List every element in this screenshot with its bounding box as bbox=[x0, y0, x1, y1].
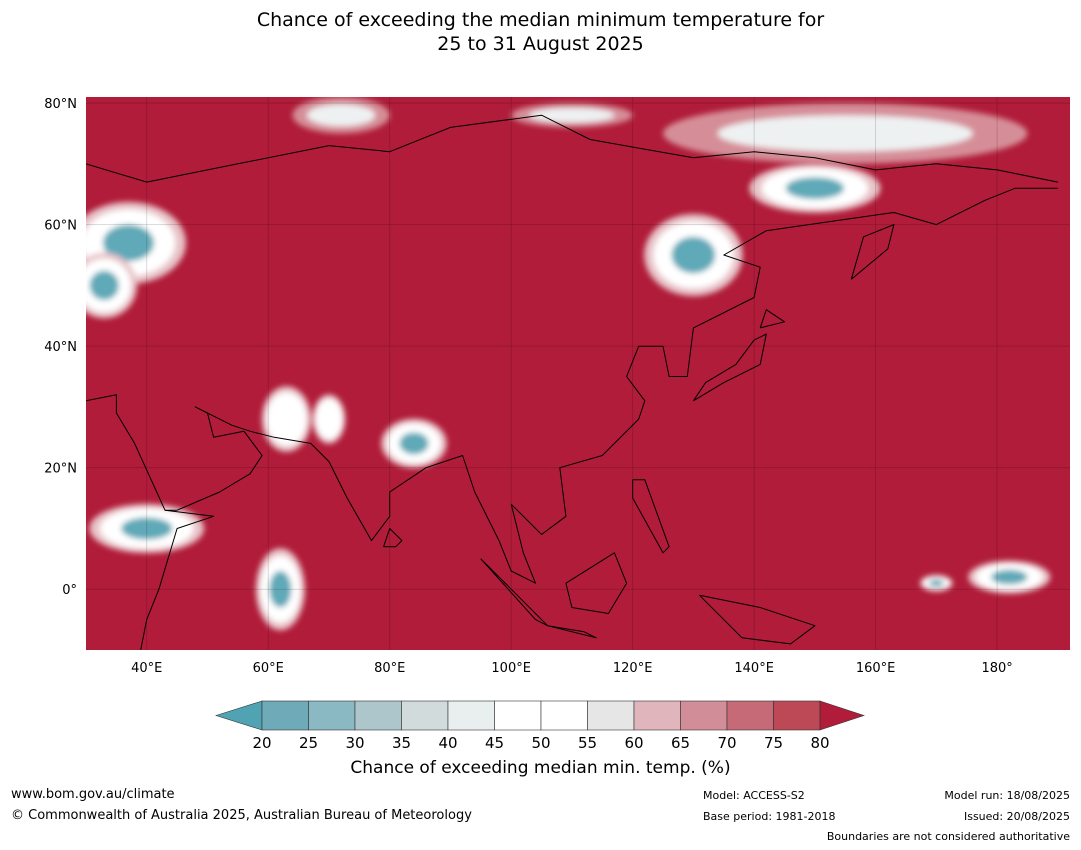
cool-anomaly-region bbox=[103, 224, 155, 262]
colorbar-swatch bbox=[401, 700, 449, 731]
footer-model-run: Model run: 18/08/2025 bbox=[944, 789, 1070, 802]
colorbar-tick-label: 50 bbox=[531, 734, 550, 752]
footer-issued: Issued: 20/08/2025 bbox=[963, 810, 1070, 823]
cool-anomaly-region bbox=[121, 517, 173, 540]
cool-anomaly-region bbox=[785, 177, 845, 200]
coastline bbox=[86, 394, 215, 650]
colorbar-over-arrow bbox=[819, 700, 865, 731]
coastline bbox=[699, 594, 816, 645]
footer-url[interactable]: www.bom.gov.au/climate bbox=[11, 787, 175, 802]
colorbar-tick-label: 75 bbox=[764, 734, 783, 752]
colorbar-tick-label: 35 bbox=[392, 734, 411, 752]
colorbar-tick-label: 30 bbox=[345, 734, 364, 752]
colorbar-tick-label: 55 bbox=[578, 734, 597, 752]
colorbar-tick-label: 65 bbox=[671, 734, 690, 752]
neutral-region bbox=[529, 107, 615, 123]
colorbar-swatch bbox=[354, 700, 402, 731]
cool-anomaly-region bbox=[991, 569, 1028, 585]
neutral-region bbox=[717, 115, 973, 152]
lon-tick-label: 40°E bbox=[131, 661, 162, 676]
lon-tick-label: 140°E bbox=[734, 661, 774, 676]
coastline bbox=[850, 224, 895, 280]
colorbar-swatch bbox=[726, 700, 774, 731]
colorbar-swatch bbox=[494, 700, 542, 731]
lat-tick-labels: 80°N 60°N 40°N 20°N 0° bbox=[44, 97, 77, 598]
colorbar-tick-label: 70 bbox=[717, 734, 736, 752]
colorbar-swatch bbox=[540, 700, 588, 731]
neutral-region bbox=[307, 104, 376, 127]
colorbar-title: Chance of exceeding median min. temp. (%… bbox=[350, 758, 731, 778]
colorbar-swatch bbox=[773, 700, 821, 731]
cool-anomaly-region bbox=[269, 571, 292, 608]
coastline bbox=[547, 625, 597, 639]
coastline bbox=[565, 552, 628, 614]
colorbar: 20 25 30 35 40 45 50 55 60 65 70 75 80 bbox=[215, 700, 865, 752]
coastline bbox=[86, 114, 1058, 183]
colorbar-under-arrow bbox=[215, 700, 263, 731]
coastline bbox=[165, 187, 1058, 584]
lon-tick-label: 120°E bbox=[613, 661, 653, 676]
title-line-2: 25 to 31 August 2025 bbox=[437, 33, 644, 55]
cool-anomaly-region bbox=[929, 579, 944, 587]
colorbar-swatch bbox=[680, 700, 728, 731]
cool-anomaly-region bbox=[89, 270, 119, 300]
colorbar-tick-label: 45 bbox=[485, 734, 504, 752]
colorbar-tick-label: 40 bbox=[438, 734, 457, 752]
lon-tick-label: 160°E bbox=[856, 661, 896, 676]
lat-tick-label: 20°N bbox=[44, 462, 77, 477]
lat-tick-label: 40°N bbox=[44, 340, 77, 355]
colorbar-swatch bbox=[308, 700, 356, 731]
colorbar-tick-label: 20 bbox=[252, 734, 271, 752]
colorbar-swatch bbox=[447, 700, 495, 731]
coastline bbox=[759, 309, 785, 329]
lon-tick-label: 100°E bbox=[491, 661, 531, 676]
colorbar-swatch bbox=[261, 700, 309, 731]
cool-anomaly-region bbox=[671, 236, 716, 274]
neutral-region bbox=[315, 399, 343, 440]
map-background bbox=[86, 97, 1070, 650]
footer-model: Model: ACCESS-S2 bbox=[703, 789, 805, 802]
footer-boundaries: Boundaries are not considered authoritat… bbox=[826, 830, 1070, 843]
coastline bbox=[632, 479, 670, 554]
title-line-1: Chance of exceeding the median minimum t… bbox=[256, 9, 825, 31]
lon-tick-labels: 40°E 60°E 80°E 100°E 120°E 140°E 160°E 180° bbox=[131, 661, 1013, 676]
cool-anomaly-region bbox=[399, 432, 429, 455]
chart-title: Chance of exceeding the median minimum t… bbox=[0, 8, 1081, 56]
footer-copyright: © Commonwealth of Australia 2025, Austra… bbox=[11, 808, 472, 823]
colorbar-swatch bbox=[587, 700, 635, 731]
colorbar-swatch bbox=[633, 700, 681, 731]
map-area[interactable] bbox=[71, 97, 1070, 650]
lat-tick-label: 0° bbox=[62, 583, 77, 598]
lat-tick-label: 80°N bbox=[44, 97, 77, 112]
lat-tick-label: 60°N bbox=[44, 219, 77, 234]
neutral-region bbox=[266, 392, 307, 446]
coastline bbox=[383, 528, 403, 548]
lon-tick-label: 80°E bbox=[374, 661, 405, 676]
colorbar-tick-label: 25 bbox=[299, 734, 318, 752]
lon-tick-label: 60°E bbox=[253, 661, 284, 676]
coastline bbox=[480, 558, 549, 627]
coastline bbox=[692, 333, 767, 402]
colorbar-tick-label: 60 bbox=[624, 734, 643, 752]
lon-tick-label: 180° bbox=[981, 661, 1012, 676]
colorbar-tick-label: 80 bbox=[810, 734, 829, 752]
footer-base-period: Base period: 1981-2018 bbox=[703, 810, 836, 823]
